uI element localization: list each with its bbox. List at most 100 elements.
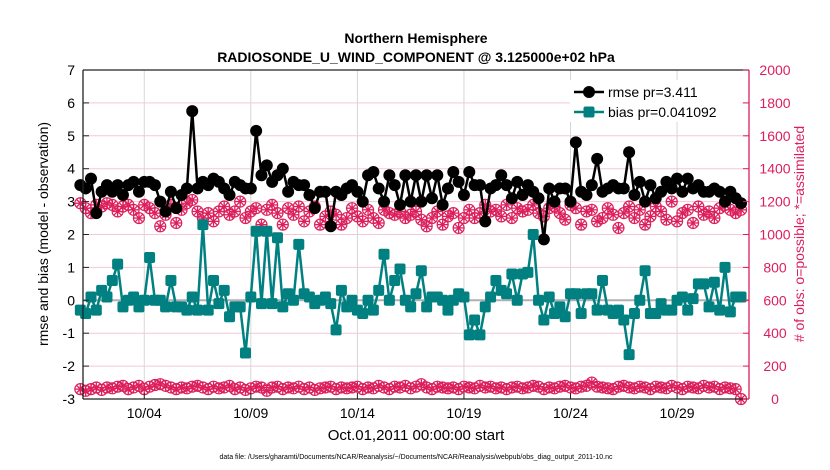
asterisk-stroke: [699, 381, 708, 390]
asterisk-stroke: [454, 223, 463, 232]
obs-assimilated-marker: [117, 380, 128, 391]
bias-point: [533, 294, 545, 306]
asterisk-stroke: [300, 217, 309, 226]
asterisk-stroke: [497, 212, 506, 221]
obs-assimilated-marker: [229, 206, 240, 217]
obs-assimilated-marker: [666, 196, 677, 207]
rmse-point: [479, 215, 492, 228]
obs-assimilated-marker: [405, 383, 416, 394]
asterisk-stroke: [119, 202, 127, 211]
bias-point: [522, 266, 534, 278]
asterisk-stroke: [401, 381, 410, 390]
obs-assimilated-marker: [512, 203, 523, 214]
asterisk-stroke: [465, 205, 474, 214]
obs-possible-marker: [708, 211, 721, 225]
obs-assimilated-marker: [704, 206, 715, 217]
bias-point: [357, 307, 369, 319]
obs-assimilated-marker: [224, 209, 235, 220]
obs-possible-marker: [276, 218, 289, 231]
obs-assimilated-marker: [448, 208, 459, 219]
asterisk-stroke: [145, 382, 154, 391]
obs-assimilated-marker: [490, 204, 501, 215]
asterisk-stroke: [358, 217, 367, 226]
asterisk-stroke: [593, 217, 602, 226]
rmse-point: [244, 182, 257, 195]
bias-point: [389, 275, 401, 287]
bias-point: [186, 291, 198, 303]
asterisk-stroke: [513, 382, 522, 391]
obs-possible-marker: [292, 200, 305, 213]
obs-assimilated-marker: [538, 384, 549, 395]
bias-point: [224, 311, 236, 323]
asterisk-stroke: [145, 204, 154, 213]
asterisk-stroke: [348, 204, 357, 213]
obs-assimilated-marker: [224, 380, 235, 391]
bias-point: [490, 275, 502, 287]
obs-assimilated-marker: [458, 213, 469, 224]
bias-point: [596, 275, 608, 287]
rmse-point: [127, 175, 140, 188]
obs-assimilated-marker: [554, 208, 565, 219]
bias-point: [240, 347, 252, 359]
asterisk-stroke: [172, 219, 181, 227]
y-tick-label: 3: [67, 194, 75, 210]
obs-assimilated-marker: [698, 209, 709, 220]
obs-assimilated-marker: [730, 384, 741, 395]
asterisk-stroke: [406, 384, 415, 393]
obs-assimilated-marker: [656, 206, 667, 217]
bias-point: [474, 329, 486, 341]
obs-assimilated-marker: [586, 377, 597, 388]
rmse-point: [372, 182, 385, 195]
bias-point: [650, 307, 662, 319]
asterisk-stroke: [491, 205, 500, 214]
bias-point: [335, 284, 347, 296]
obs-assimilated-marker: [624, 201, 635, 212]
asterisk-stroke: [667, 197, 676, 206]
bias-point: [218, 284, 230, 296]
obs-possible-marker: [575, 218, 588, 231]
bias-point: [106, 275, 118, 287]
asterisk-stroke: [667, 381, 676, 390]
rmse-point: [719, 195, 732, 208]
asterisk-stroke: [241, 385, 250, 394]
rmse-point: [351, 185, 364, 198]
asterisk-stroke: [166, 383, 175, 392]
obs-assimilated-marker: [288, 209, 299, 220]
asterisk-stroke: [225, 381, 234, 390]
obs-possible-marker: [505, 211, 519, 225]
y-tick-label: 4: [67, 161, 75, 177]
obs-assimilated-marker: [133, 380, 144, 391]
asterisk-stroke: [571, 204, 580, 213]
y-right-tick-label: 1600: [759, 128, 790, 144]
asterisk-stroke: [630, 214, 639, 223]
asterisk-stroke: [129, 383, 138, 392]
obs-assimilated-marker: [272, 208, 283, 219]
bias-point: [234, 301, 246, 313]
asterisk-stroke: [92, 383, 101, 392]
asterisk-stroke: [459, 214, 468, 223]
asterisk-stroke: [193, 207, 202, 216]
obs-assimilated-marker: [181, 198, 192, 209]
asterisk-stroke: [486, 207, 495, 216]
rmse-point: [617, 182, 630, 195]
obs-assimilated-marker: [363, 204, 374, 215]
bias-point: [479, 301, 491, 313]
asterisk-stroke: [220, 383, 229, 392]
asterisk-stroke: [635, 205, 644, 214]
asterisk-stroke: [209, 382, 218, 391]
x-tick-label: 10/19: [446, 405, 481, 421]
asterisk-stroke: [401, 214, 410, 223]
asterisk-stroke: [507, 383, 516, 392]
rmse-point: [655, 185, 668, 198]
obs-assimilated-marker: [256, 382, 267, 393]
obs-assimilated-marker: [677, 208, 688, 219]
asterisk-stroke: [305, 383, 314, 392]
obs-assimilated-marker: [112, 206, 123, 217]
asterisk-stroke: [422, 222, 431, 231]
rmse-point: [367, 165, 380, 178]
asterisk-stroke: [198, 383, 207, 392]
obs-assimilated-marker: [469, 213, 480, 224]
y-tick-label: 6: [67, 95, 75, 111]
rmse-point: [260, 159, 273, 172]
asterisk-stroke: [294, 202, 303, 211]
